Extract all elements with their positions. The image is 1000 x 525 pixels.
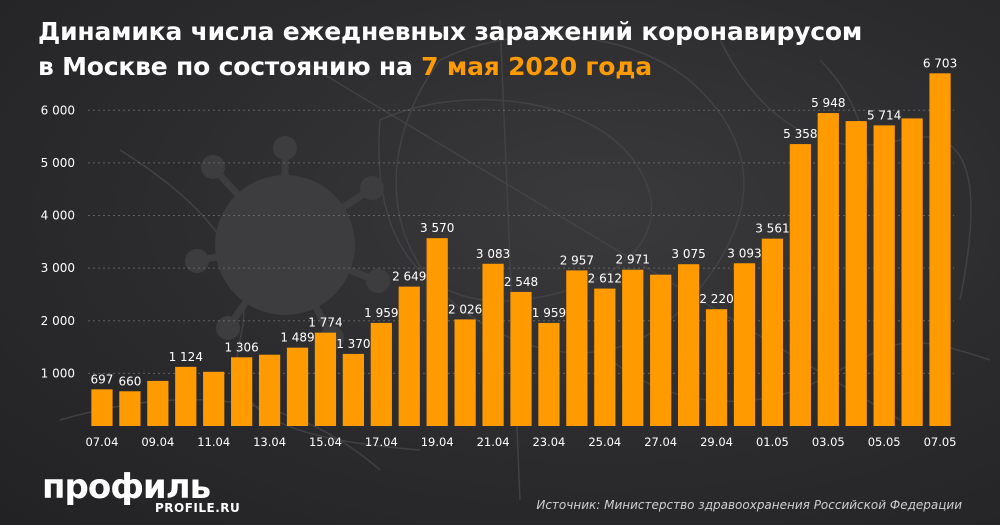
x-tick-label: 29.04 — [700, 435, 733, 449]
x-tick-label: 05.05 — [868, 435, 901, 449]
y-tick-label: 5 000 — [41, 156, 75, 170]
bar-20.04 — [454, 319, 476, 426]
bar-17.04 — [370, 322, 392, 426]
bars — [91, 73, 951, 427]
bar-26.04 — [622, 269, 644, 426]
value-label: 2 220 — [699, 292, 733, 306]
value-label: 1 306 — [224, 340, 258, 354]
value-label: 697 — [91, 372, 114, 386]
bar-01.05 — [761, 238, 784, 426]
value-label: 2 649 — [392, 270, 426, 284]
source-note: Источник: Министерство здравоохранения Р… — [536, 498, 962, 512]
bar-08.04 — [119, 391, 141, 426]
y-tick-label: 2 000 — [41, 314, 75, 328]
brand-logo: профиль — [42, 467, 211, 507]
bar-13.04 — [258, 354, 281, 426]
x-tick-label: 07.04 — [85, 435, 118, 449]
bar-30.04 — [733, 263, 756, 426]
value-label: 2 971 — [616, 253, 650, 267]
x-tick-label: 07.05 — [924, 435, 957, 449]
bar-23.04 — [538, 322, 560, 426]
x-tick-label: 19.04 — [421, 435, 454, 449]
value-label: 3 075 — [671, 247, 705, 261]
value-label: 2 957 — [560, 253, 594, 267]
value-label: 1 959 — [364, 306, 398, 320]
y-tick-label: 4 000 — [41, 209, 75, 223]
bar-16.04 — [342, 353, 365, 426]
title-date-highlight: 7 мая 2020 года — [421, 52, 652, 81]
bar-05.05 — [873, 125, 895, 427]
x-tick-label: 13.04 — [253, 435, 286, 449]
bar-22.04 — [510, 291, 532, 426]
value-label: 1 489 — [280, 331, 314, 345]
bar-29.04 — [705, 309, 728, 426]
bar-10.04 — [175, 366, 197, 426]
value-label: 3 561 — [755, 222, 789, 236]
bar-12.04 — [231, 357, 253, 426]
chart-title: Динамика числа ежедневных заражений коро… — [38, 14, 862, 84]
bar-09.04 — [147, 380, 169, 426]
title-line-1: Динамика числа ежедневных заражений коро… — [38, 17, 863, 46]
title-line-2: в Москве по состоянию на — [38, 52, 422, 81]
value-label: 3 093 — [727, 246, 761, 260]
bar-02.05 — [789, 144, 811, 426]
x-axis: 07.04 09.04 11.04 13.04 15.04 17.04 19.04 21.04… — [85, 435, 956, 449]
bar-27.04 — [650, 274, 672, 426]
x-tick-label: 01.05 — [756, 435, 789, 449]
y-axis: 1 000 2 000 3 000 4 000 5 000 6 000 — [41, 103, 75, 380]
value-label: 1 370 — [336, 337, 370, 351]
bar-24.04 — [566, 270, 588, 426]
value-label: 1 124 — [169, 350, 203, 364]
value-label: 6 703 — [923, 56, 957, 70]
y-tick-label: 3 000 — [41, 261, 75, 275]
x-tick-label: 27.04 — [644, 435, 677, 449]
x-tick-label: 03.05 — [812, 435, 845, 449]
value-label: 2 548 — [504, 275, 538, 289]
x-tick-label: 15.04 — [309, 435, 342, 449]
y-tick-label: 6 000 — [41, 103, 75, 117]
value-label: 5 714 — [867, 108, 901, 122]
value-label: 660 — [118, 374, 141, 388]
bar-14.04 — [286, 347, 309, 426]
x-tick-label: 25.04 — [588, 435, 621, 449]
x-tick-label: 23.04 — [532, 435, 565, 449]
value-label: 1 959 — [532, 306, 566, 320]
bar-28.04 — [677, 264, 700, 426]
value-label: 3 570 — [420, 221, 454, 235]
x-tick-label: 11.04 — [197, 435, 230, 449]
bar-03.05 — [817, 113, 839, 426]
bar-06.05 — [901, 118, 923, 426]
value-label: 5 358 — [783, 127, 817, 141]
bar-07.04 — [91, 389, 113, 426]
x-tick-label: 17.04 — [365, 435, 398, 449]
bar-18.04 — [398, 286, 420, 426]
value-label: 1 774 — [308, 316, 342, 330]
value-label: 2 026 — [448, 302, 482, 316]
bar-07.05 — [929, 73, 951, 426]
bar-21.04 — [482, 263, 504, 426]
y-tick-label: 1 000 — [41, 366, 75, 380]
value-label: 5 948 — [811, 96, 845, 110]
bar-15.04 — [314, 332, 337, 426]
x-tick-label: 21.04 — [477, 435, 510, 449]
bar-11.04 — [203, 371, 225, 426]
bar-25.04 — [594, 288, 616, 426]
brand-site: PROFILE.RU — [155, 501, 241, 515]
bar-19.04 — [426, 238, 448, 426]
x-tick-label: 09.04 — [141, 435, 174, 449]
value-label: 2 612 — [588, 272, 622, 286]
bar-04.05 — [845, 121, 867, 427]
value-label: 3 083 — [476, 247, 510, 261]
